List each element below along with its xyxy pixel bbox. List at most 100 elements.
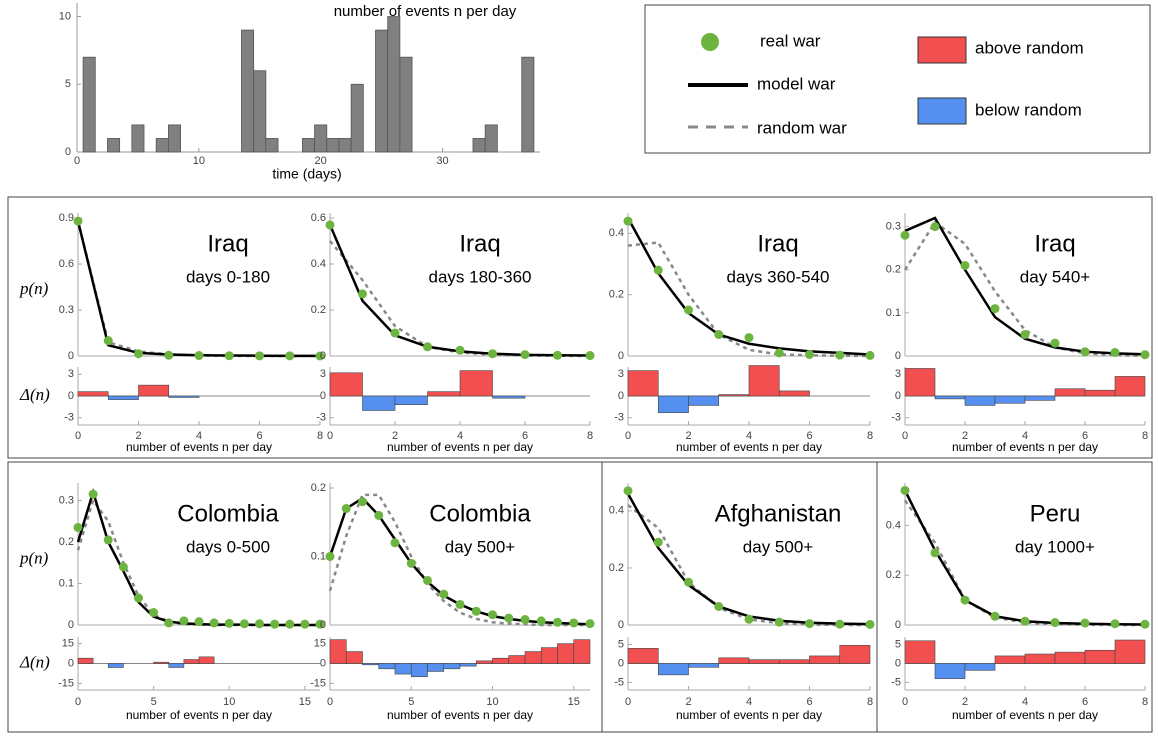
delta-bar bbox=[1054, 388, 1086, 397]
x-tick-label: 4 bbox=[457, 430, 463, 442]
delta-bar bbox=[1114, 376, 1146, 397]
real-war-point bbox=[325, 220, 335, 230]
delta-bar bbox=[1084, 649, 1116, 664]
x-tick-label: 8 bbox=[587, 430, 593, 442]
real-war-point bbox=[1080, 618, 1090, 628]
y-tick-label: 0 bbox=[320, 657, 326, 669]
delta-bar bbox=[345, 651, 363, 664]
real-war-point bbox=[1140, 619, 1150, 629]
real-war-point bbox=[520, 615, 530, 625]
bar bbox=[399, 56, 413, 153]
panel-title: Peru bbox=[1030, 500, 1081, 527]
delta-bar bbox=[77, 657, 94, 664]
real-war-point bbox=[374, 510, 384, 520]
real-war-point bbox=[1020, 329, 1030, 339]
legend-label: model war bbox=[757, 74, 836, 93]
bar bbox=[107, 138, 121, 153]
x-tick-label: 10 bbox=[486, 696, 498, 708]
bar bbox=[375, 29, 389, 153]
y-tick-label: 0 bbox=[320, 619, 326, 631]
delta-bar bbox=[657, 395, 689, 413]
delta-bar bbox=[492, 657, 510, 664]
model-war-line bbox=[903, 489, 1146, 626]
delta-bar bbox=[994, 655, 1026, 664]
real-war-point bbox=[930, 548, 940, 558]
y-tick-label: 15 bbox=[62, 638, 74, 650]
delta-bar bbox=[1024, 395, 1056, 401]
x-tick-label: 15 bbox=[299, 696, 311, 708]
legend-marker bbox=[917, 97, 967, 125]
y-tick-label: 0 bbox=[895, 390, 901, 402]
y-tick-label: 0.2 bbox=[609, 562, 624, 574]
panel-title: Iraq bbox=[207, 230, 248, 257]
delta-bar bbox=[748, 659, 780, 664]
y-tick-label: 3 bbox=[68, 368, 74, 380]
x-tick-label: 4 bbox=[1022, 430, 1028, 442]
real-war-point bbox=[990, 611, 1000, 621]
y-tick-label: 0.1 bbox=[311, 550, 326, 562]
y-tick-label: 5 bbox=[65, 78, 71, 90]
delta-bar bbox=[1084, 389, 1116, 397]
random-war-line bbox=[328, 493, 590, 627]
real-war-point bbox=[488, 349, 497, 359]
real-war-point bbox=[423, 342, 432, 352]
delta-bar bbox=[1054, 651, 1086, 664]
real-war-point bbox=[209, 618, 219, 628]
y-tick-label: 0 bbox=[895, 350, 901, 362]
delta-bar bbox=[934, 395, 966, 400]
panel-subtitle: days 360-540 bbox=[726, 267, 829, 286]
y-axis-label: p(n) bbox=[19, 279, 49, 298]
panel-subtitle: days 0-180 bbox=[186, 267, 270, 286]
panel-subtitle: days 180-360 bbox=[428, 267, 531, 286]
bar bbox=[131, 124, 145, 153]
y-tick-label: 0 bbox=[68, 390, 74, 402]
delta-bar bbox=[362, 663, 380, 666]
real-war-point bbox=[900, 230, 910, 240]
y-tick-label: 5 bbox=[618, 638, 624, 650]
real-war-point bbox=[1050, 618, 1060, 628]
delta-bar bbox=[627, 370, 659, 397]
y-tick-label: -3 bbox=[614, 412, 624, 424]
y-tick-label: 0 bbox=[68, 619, 74, 631]
x-tick-label: 8 bbox=[1142, 696, 1148, 708]
panel-title: Iraq bbox=[757, 230, 798, 257]
y-tick-label: 0.4 bbox=[609, 505, 624, 517]
x-axis-label: number of events n per day bbox=[676, 440, 822, 454]
legend-label: random war bbox=[757, 118, 847, 137]
real-war-point bbox=[134, 593, 143, 603]
x-tick-label: 15 bbox=[568, 696, 580, 708]
delta-bar bbox=[77, 391, 109, 397]
random-war-line bbox=[329, 240, 591, 358]
real-war-point bbox=[270, 619, 280, 629]
y-tick-label: -5 bbox=[614, 676, 624, 688]
y-tick-label: -3 bbox=[891, 412, 901, 424]
random-war-line bbox=[627, 504, 870, 627]
delta-bar bbox=[994, 395, 1026, 404]
delta-bar bbox=[809, 655, 841, 664]
x-axis-label: number of events n per day bbox=[387, 708, 533, 722]
y-tick-label: 0.2 bbox=[609, 289, 624, 301]
x-axis-label: number of events n per day bbox=[952, 708, 1098, 722]
y-tick-label: 0 bbox=[895, 657, 901, 669]
legend-box bbox=[644, 4, 1151, 154]
real-war-point bbox=[164, 618, 174, 628]
y-tick-label: -15 bbox=[310, 677, 326, 689]
real-war-point bbox=[341, 504, 351, 514]
delta-bar bbox=[748, 365, 780, 397]
x-tick-label: 0 bbox=[75, 696, 81, 708]
delta-bar bbox=[688, 395, 720, 406]
bar bbox=[472, 138, 486, 153]
real-war-point bbox=[1140, 350, 1150, 360]
real-war-point bbox=[164, 350, 174, 360]
real-war-point bbox=[118, 562, 128, 572]
real-war-point bbox=[1110, 348, 1120, 358]
y-tick-label: 3 bbox=[320, 368, 326, 380]
y-tick-label: 5 bbox=[895, 638, 901, 650]
real-war-point bbox=[805, 349, 814, 359]
real-war-point bbox=[134, 349, 143, 359]
real-war-point bbox=[684, 577, 693, 587]
real-war-point bbox=[990, 304, 1000, 314]
panel-title: Iraq bbox=[1034, 230, 1075, 257]
model-war-line bbox=[626, 217, 871, 356]
y-tick-label: 0.4 bbox=[311, 258, 326, 270]
